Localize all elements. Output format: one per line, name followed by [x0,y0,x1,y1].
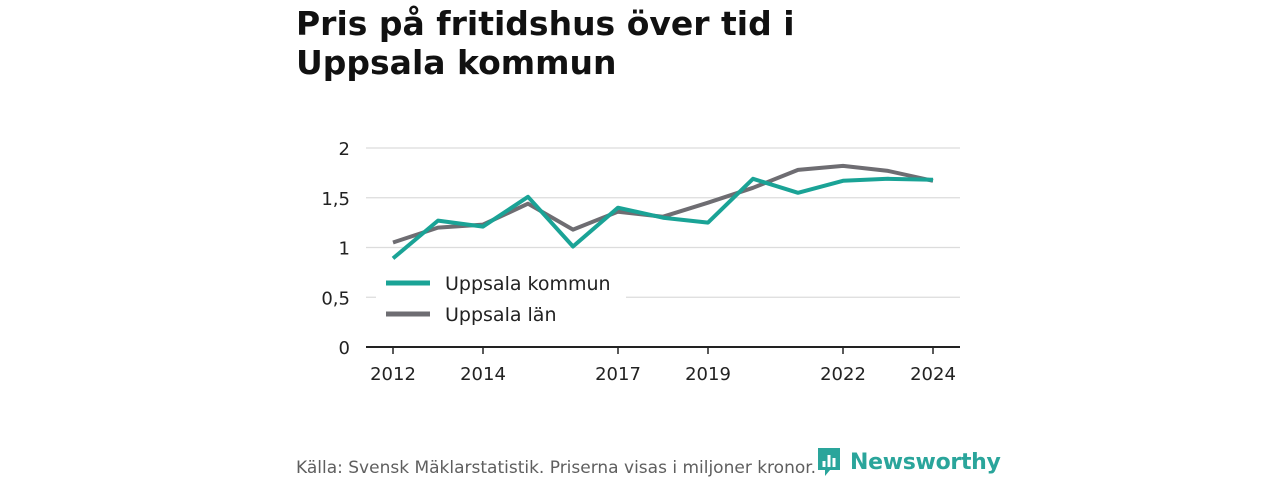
newsworthy-logo-icon [818,448,840,476]
y-tick-label: 1 [339,239,350,260]
legend-label: Uppsala län [445,304,557,326]
y-tick-label: 2 [339,139,350,160]
brand-name: Newsworthy [850,449,1001,475]
x-axis [366,346,960,354]
y-axis-tick-labels: 0 0,5 1 1,5 2 [321,139,350,359]
y-tick-label: 1,5 [321,189,350,210]
series-line-uppsala-kommun [391,176,934,260]
y-tick-label: 0,5 [321,288,350,309]
x-tick-label: 2019 [685,364,731,385]
legend-label: Uppsala kommun [445,273,611,295]
x-tick-label: 2022 [820,364,866,385]
x-tick-label: 2017 [595,364,641,385]
x-axis-tick-labels: 2012 2014 2017 2019 2022 2024 [370,364,956,385]
x-tick-label: 2014 [460,364,506,385]
legend: Uppsala kommun Uppsala län [376,266,626,330]
x-tick-label: 2024 [910,364,956,385]
line-chart: 0 0,5 1 1,5 2 2012 2014 2017 2019 2022 2024 Uppsa… [321,139,960,385]
legend-background [376,266,626,330]
source-note: Källa: Svensk Mäklarstatistik. Priserna … [296,458,817,478]
series-line-uppsala-lan [392,163,934,245]
brand-logo: Newsworthy [816,446,1001,478]
chart-title: Pris på fritidshus över tid i Uppsala ko… [296,4,795,82]
series-lines [391,163,934,260]
y-tick-label: 0 [339,338,350,359]
x-tick-label: 2012 [370,364,416,385]
